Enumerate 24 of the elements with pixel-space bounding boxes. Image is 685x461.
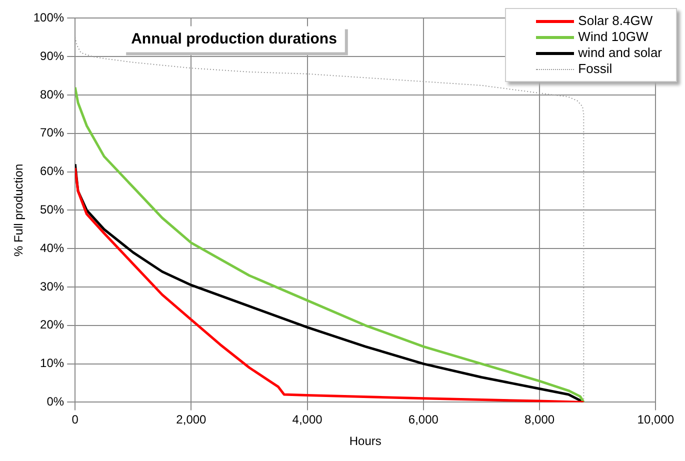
- x-tick-label: 4,000: [292, 412, 323, 427]
- x-tick-label: 0: [72, 412, 79, 427]
- y-tick-label: 40%: [40, 240, 64, 255]
- x-axis-title: Hours: [349, 434, 382, 448]
- y-tick-label: 50%: [40, 202, 64, 217]
- legend-label: Solar 8.4GW: [578, 13, 653, 29]
- y-axis-title: % Full production: [12, 164, 26, 257]
- x-tick-label: 8,000: [524, 412, 555, 427]
- y-tick-label: 30%: [40, 279, 64, 294]
- y-tick-label: 20%: [40, 318, 64, 332]
- y-tick-label: 90%: [40, 48, 64, 63]
- y-tick-label: 60%: [40, 164, 64, 178]
- x-tick-label: 6,000: [408, 412, 439, 427]
- y-tick-label: 80%: [40, 87, 64, 102]
- x-tick-label: 2,000: [176, 412, 207, 427]
- x-tick-label: 10,000: [637, 412, 674, 427]
- text: Annual production durations: [131, 30, 337, 48]
- y-tick-label: 100%: [33, 10, 64, 25]
- legend-label: wind and solar: [578, 45, 662, 61]
- legend-label: Wind 10GW: [578, 29, 648, 45]
- y-tick-label: 0%: [46, 394, 64, 409]
- legend-label: Fossil: [578, 61, 612, 77]
- y-tick-label: 10%: [40, 356, 64, 370]
- y-tick-label: 70%: [40, 126, 64, 140]
